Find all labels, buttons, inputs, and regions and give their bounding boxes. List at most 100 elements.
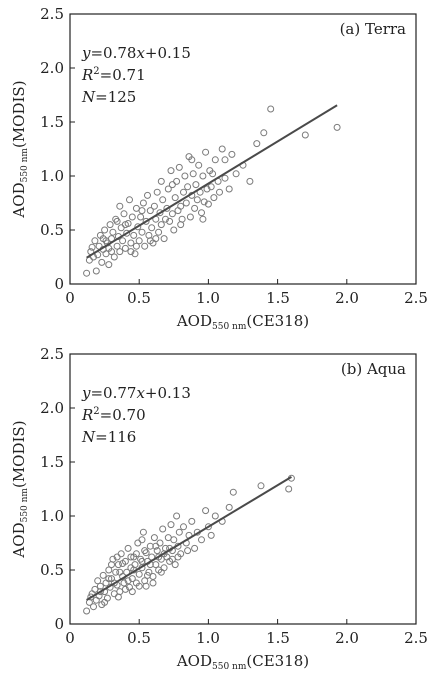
data-point	[128, 575, 136, 583]
data-point	[94, 577, 102, 585]
data-point	[173, 512, 181, 520]
data-point	[135, 570, 143, 578]
data-point	[138, 557, 146, 565]
x-axis-label: AOD550 nm(CE318)	[176, 652, 309, 672]
data-point	[301, 131, 309, 139]
points-a	[83, 105, 341, 277]
y-tick-label: 2.0	[40, 59, 64, 77]
data-point	[181, 172, 189, 180]
y-tick-label: 0.5	[40, 221, 64, 239]
data-point	[152, 235, 160, 243]
data-point	[88, 243, 96, 251]
data-point	[119, 560, 127, 567]
data-point	[333, 123, 341, 131]
y-axis-label: AOD550 nm(MODIS)	[10, 420, 30, 558]
data-point	[123, 229, 131, 237]
data-point	[132, 550, 140, 558]
y-axis-label: AOD550 nm(MODIS)	[10, 80, 30, 218]
data-point	[83, 269, 91, 277]
data-point	[132, 242, 140, 250]
x-axis-label: AOD550 nm(CE318)	[176, 312, 309, 332]
plot-area-b	[69, 353, 417, 625]
data-point	[225, 503, 233, 511]
data-point	[121, 244, 129, 252]
data-point	[167, 521, 175, 529]
y-tick-label: 0.5	[40, 561, 64, 579]
data-point	[184, 547, 192, 555]
data-point	[191, 544, 199, 552]
x-tick-label: 1.5	[266, 629, 290, 647]
data-point	[135, 582, 143, 590]
fit-line-a	[86, 104, 338, 259]
data-point	[134, 223, 142, 231]
data-point	[144, 571, 151, 579]
x-tick-label: 2.5	[404, 629, 428, 647]
data-point	[91, 237, 99, 245]
data-point	[199, 215, 207, 223]
data-point	[150, 534, 158, 542]
data-point	[105, 575, 113, 583]
data-point	[92, 267, 100, 275]
data-point	[174, 207, 182, 215]
data-point	[174, 553, 182, 561]
data-point	[171, 194, 179, 202]
data-point	[99, 235, 107, 243]
y-tick-label: 1.5	[40, 453, 64, 471]
data-point	[186, 213, 194, 221]
data-point	[116, 248, 124, 256]
data-point	[134, 539, 142, 547]
data-point	[257, 482, 265, 490]
data-point	[211, 512, 219, 520]
data-point	[131, 250, 139, 258]
r-squared: R2=0.70	[81, 406, 146, 424]
data-point	[229, 488, 237, 496]
data-point	[149, 573, 157, 580]
data-point	[156, 539, 164, 547]
data-point	[150, 202, 158, 210]
data-point	[155, 553, 163, 561]
data-point	[116, 202, 124, 210]
data-point	[188, 156, 196, 164]
data-point	[253, 140, 261, 148]
x-tick-label: 2.0	[335, 289, 359, 307]
data-point	[127, 239, 135, 247]
data-point	[177, 202, 185, 210]
data-point	[221, 156, 229, 164]
x-tick-label: 2.0	[335, 629, 359, 647]
data-point	[246, 177, 254, 185]
data-point	[153, 188, 161, 196]
data-point	[83, 607, 91, 615]
data-point	[218, 145, 226, 153]
data-point	[180, 188, 187, 196]
data-point	[145, 568, 153, 576]
x-tick-label: 1.0	[196, 629, 220, 647]
data-point	[157, 221, 165, 229]
data-point	[127, 248, 135, 256]
data-point	[128, 588, 136, 596]
data-point	[177, 221, 185, 229]
data-point	[182, 199, 190, 207]
data-point	[160, 564, 168, 572]
data-point	[163, 204, 171, 212]
x-tick-label: 1.5	[266, 289, 290, 307]
data-point	[199, 172, 207, 180]
panel-a: 0 0.5 1.0 1.5 2.0 2.5 0 0.5 1.0 1.5 2.0 …	[10, 5, 428, 332]
data-point	[137, 213, 145, 221]
data-point	[164, 185, 172, 193]
data-point	[146, 207, 154, 215]
points-b	[83, 474, 295, 615]
x-tick-label: 0.5	[127, 629, 151, 647]
x-tick-label: 1.0	[196, 289, 220, 307]
data-point	[207, 531, 215, 539]
data-point	[105, 244, 113, 252]
data-point	[160, 235, 168, 243]
data-point	[180, 523, 187, 531]
data-point	[114, 593, 122, 601]
data-point	[204, 523, 212, 531]
data-point	[139, 528, 147, 536]
x-tick-label: 0	[65, 629, 75, 647]
data-point	[117, 224, 125, 232]
data-point	[209, 170, 217, 178]
data-point	[170, 226, 178, 234]
data-point	[156, 209, 164, 217]
